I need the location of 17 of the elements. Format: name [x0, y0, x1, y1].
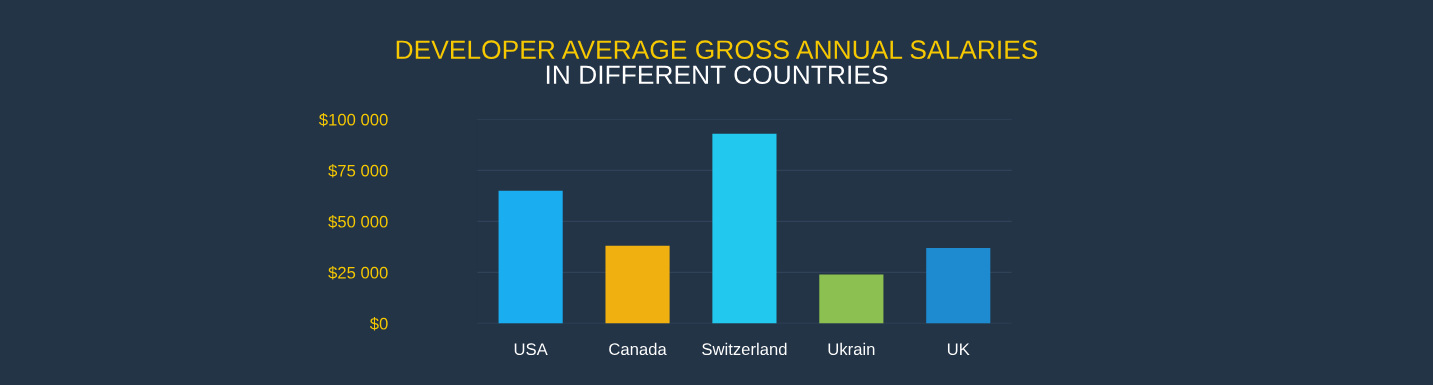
chart-subtitle: IN DIFFERENT COUNTRIES	[546, 65, 888, 85]
x-tick-label: Ukrain	[828, 342, 875, 356]
bar	[712, 133, 777, 324]
x-tick-label: Canada	[609, 342, 667, 356]
y-tick-label: $50 000	[328, 215, 388, 229]
x-tick-label: USA	[514, 343, 548, 356]
y-tick-label: $100 000	[318, 113, 388, 127]
x-tick-label: Switzerland	[702, 342, 787, 356]
y-tick-label: $0	[369, 317, 388, 331]
y-tick-label: $75 000	[328, 164, 388, 178]
bar	[819, 274, 884, 324]
bar	[926, 247, 991, 324]
y-tick-label: $25 000	[328, 266, 388, 280]
chart-title: DEVELOPER AVERAGE GROSS ANNUAL SALARIES	[396, 40, 1038, 60]
bar	[498, 190, 563, 324]
bar	[605, 245, 670, 324]
x-tick-label: UK	[947, 343, 970, 356]
